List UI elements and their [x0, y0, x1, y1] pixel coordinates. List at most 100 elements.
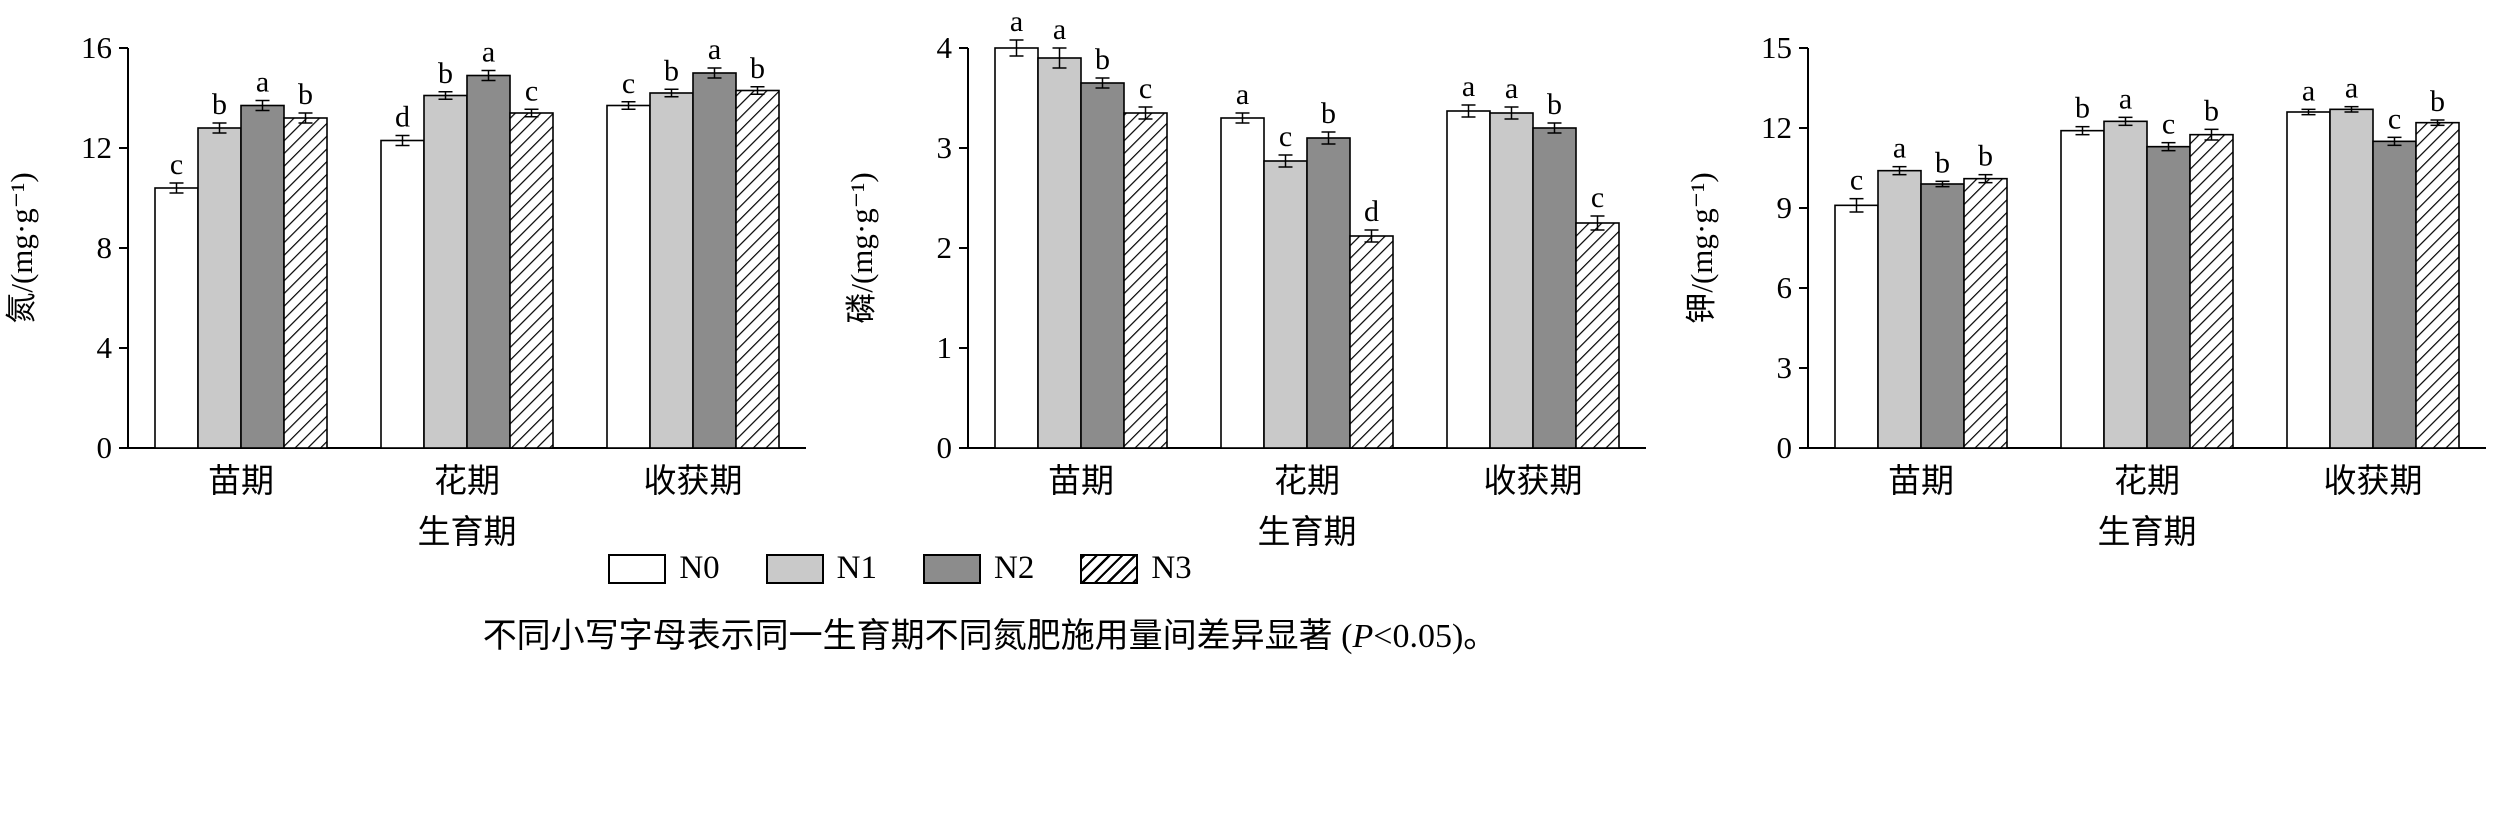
bar-N1 — [423, 94, 468, 449]
bar-N1 — [1037, 57, 1082, 449]
legend-swatch-N3 — [1080, 553, 1139, 584]
bar-N2 — [1920, 183, 1965, 449]
sig-letter: d — [395, 101, 410, 134]
y-tick-label: 0 — [1777, 430, 1793, 465]
x-category-label: 苗期 — [1048, 464, 1114, 500]
y-tick-label: 8 — [97, 230, 113, 265]
bar-N0 — [1220, 117, 1265, 449]
y-tick-label: 9 — [1777, 190, 1793, 225]
caption-text-post: <0.05)。 — [1373, 618, 1498, 655]
x-category-label: 花期 — [2114, 463, 2180, 500]
sig-letter: c — [622, 67, 635, 100]
x-category-label: 收获期 — [1484, 463, 1583, 500]
y-tick-label: 0 — [97, 430, 113, 465]
bar-N0 — [2286, 111, 2331, 449]
caption-italic-p: P — [1352, 618, 1374, 655]
bar-N2 — [2146, 145, 2191, 449]
y-tick-label: 4 — [97, 330, 113, 365]
bar-N3 — [1963, 177, 2008, 449]
sig-letter: c — [2388, 102, 2401, 135]
bar-N0 — [1834, 204, 1879, 449]
caption-text-pre: 不同小写字母表示同一生育期不同氮肥施用量间差异显著 ( — [482, 618, 1353, 655]
y-axis-title: 钾/(mg·g⁻¹) — [1684, 172, 1719, 323]
y-tick-label: 6 — [1777, 270, 1793, 305]
chart-potassium: 0 3 6 9 12 15 钾/(mg·g⁻¹) 苗期 c a b b 花期 b a c b 收获期 a a c b 生育期 — [1680, 4, 2520, 564]
sig-letter: c — [170, 148, 183, 181]
bar-N1 — [1263, 160, 1308, 449]
sig-letter: a — [1505, 72, 1518, 105]
sig-letter: a — [1053, 13, 1066, 46]
sig-letter: c — [1850, 164, 1863, 197]
bar-N2 — [692, 72, 737, 449]
bar-N3 — [1575, 222, 1620, 449]
legend-swatch-N2 — [923, 553, 981, 584]
sig-letter: d — [1364, 195, 1379, 228]
sig-letter: c — [525, 74, 538, 107]
y-tick-label: 12 — [81, 130, 112, 165]
x-category-label: 花期 — [434, 463, 500, 500]
bar-N1 — [2103, 120, 2148, 449]
y-axis-title: 氮/(mg·g⁻¹) — [4, 172, 39, 323]
x-axis-title: 生育期 — [418, 514, 517, 551]
sig-letter: b — [1095, 43, 1110, 76]
bar-N0 — [2060, 129, 2105, 449]
bar-N2 — [2372, 140, 2417, 449]
sig-letter: a — [1462, 70, 1475, 103]
bar-N2 — [466, 74, 511, 449]
sig-letter: c — [1139, 72, 1152, 105]
y-tick-label: 3 — [1777, 350, 1793, 385]
bar-N3 — [1123, 112, 1168, 449]
y-tick-label: 0 — [937, 430, 953, 465]
sig-letter: a — [1236, 78, 1249, 111]
x-category-label: 花期 — [1274, 463, 1340, 500]
sig-letter: b — [438, 57, 453, 90]
bar-N2 — [1080, 82, 1125, 449]
bar-N2 — [1306, 137, 1351, 449]
sig-letter: b — [750, 52, 765, 85]
x-axis-title: 生育期 — [2098, 514, 2197, 551]
legend-item-N1: N1 — [765, 552, 877, 585]
bar-N1 — [1489, 112, 1534, 449]
bar-N1 — [649, 92, 694, 449]
x-category-label: 收获期 — [644, 463, 743, 500]
sig-letter: b — [212, 88, 227, 121]
y-tick-label: 3 — [937, 130, 953, 165]
bar-N3 — [509, 112, 554, 449]
sig-letter: c — [1591, 181, 1604, 214]
sig-letter: a — [2345, 72, 2358, 105]
sig-letter: a — [482, 36, 495, 69]
sig-letter: b — [1935, 146, 1950, 179]
bar-N0 — [1446, 110, 1491, 449]
caption: 不同小写字母表示同一生育期不同氮肥施用量间差异显著 (P<0.05)。 — [0, 608, 1980, 657]
y-tick-label: 1 — [937, 330, 953, 365]
sig-letter: a — [1010, 5, 1023, 38]
x-category-label: 收获期 — [2324, 463, 2423, 500]
y-tick-label: 16 — [81, 30, 112, 65]
bar-N3 — [2189, 133, 2234, 449]
sig-letter: b — [1978, 140, 1993, 173]
bar-N0 — [380, 139, 425, 449]
bar-N0 — [994, 47, 1039, 449]
legend-item-N0: N0 — [608, 552, 720, 585]
bar-N2 — [240, 104, 285, 449]
y-tick-label: 2 — [937, 230, 953, 265]
x-category-label: 苗期 — [208, 464, 274, 500]
x-axis-title: 生育期 — [1258, 514, 1357, 551]
bar-N0 — [606, 104, 651, 449]
legend-item-N3: N3 — [1080, 552, 1192, 585]
legend-item-N2: N2 — [923, 552, 1034, 585]
bar-N2 — [1532, 127, 1577, 449]
sig-letter: a — [2302, 74, 2315, 107]
legend: N0 N1 N2 N3 — [0, 552, 1800, 585]
bar-N3 — [283, 117, 328, 449]
sig-letter: a — [2119, 82, 2132, 115]
sig-letter: b — [2075, 92, 2090, 125]
bar-N1 — [2329, 108, 2374, 449]
sig-letter: a — [1893, 132, 1906, 165]
sig-letter: b — [2204, 94, 2219, 127]
sig-letter: b — [1321, 97, 1336, 130]
bar-N1 — [1877, 169, 1922, 449]
legend-label: N2 — [994, 550, 1035, 586]
